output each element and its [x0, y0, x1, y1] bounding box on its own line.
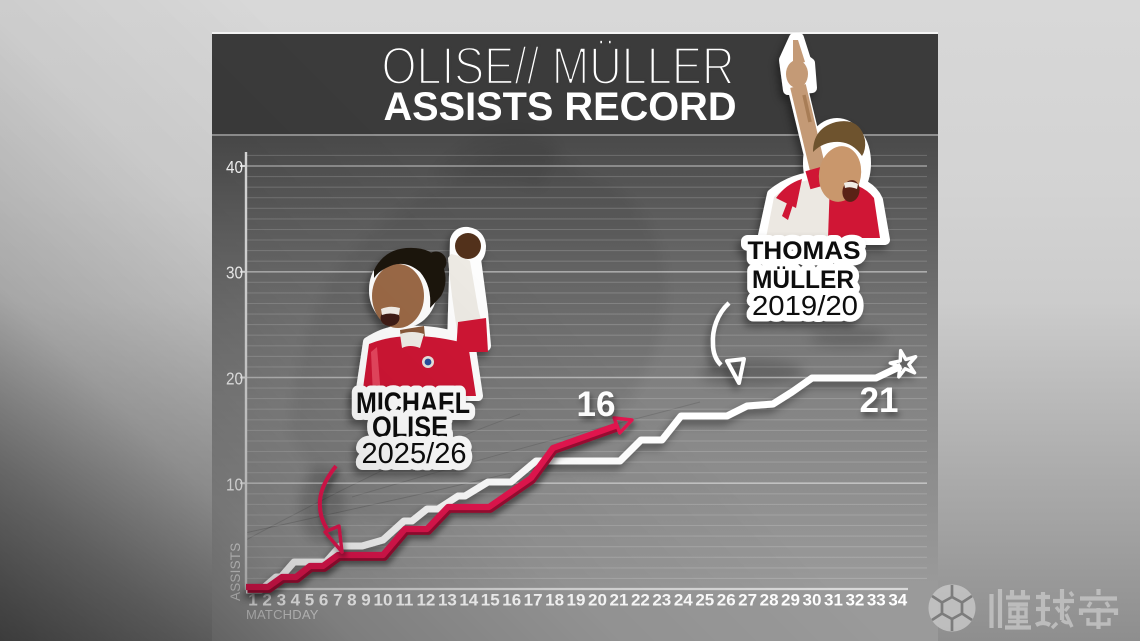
svg-text:7: 7 — [333, 591, 342, 610]
svg-text:20: 20 — [226, 369, 243, 389]
svg-text:13: 13 — [438, 591, 457, 610]
svg-text:10: 10 — [226, 474, 243, 494]
svg-text:30: 30 — [803, 591, 822, 610]
svg-text:26: 26 — [717, 591, 736, 610]
svg-text:11: 11 — [395, 591, 413, 610]
svg-text:32: 32 — [845, 591, 864, 610]
svg-text:22: 22 — [631, 591, 650, 610]
svg-text:12: 12 — [416, 591, 435, 610]
svg-text:19: 19 — [567, 591, 586, 610]
svg-text:24: 24 — [674, 591, 693, 610]
svg-text:28: 28 — [760, 591, 779, 610]
svg-text:9: 9 — [361, 591, 370, 610]
svg-text:23: 23 — [652, 591, 671, 610]
svg-text:33: 33 — [867, 591, 886, 610]
svg-text:THOMAS: THOMAS — [748, 237, 861, 265]
svg-text:10: 10 — [374, 591, 393, 610]
svg-text:21: 21 — [610, 591, 629, 610]
svg-text:18: 18 — [545, 591, 564, 610]
svg-text:14: 14 — [459, 591, 478, 610]
svg-text:29: 29 — [781, 591, 800, 610]
svg-text:ASSISTS: ASSISTS — [228, 543, 243, 601]
svg-text:25: 25 — [695, 591, 714, 610]
svg-text:6: 6 — [319, 591, 328, 610]
svg-text:MATCHDAY: MATCHDAY — [246, 607, 319, 622]
svg-text:21: 21 — [860, 381, 899, 420]
svg-text:40: 40 — [226, 157, 243, 177]
svg-text:30: 30 — [226, 263, 243, 283]
svg-text:2025/26: 2025/26 — [362, 438, 467, 470]
svg-text:15: 15 — [481, 591, 500, 610]
svg-text:17: 17 — [524, 591, 543, 610]
svg-text:8: 8 — [347, 591, 356, 610]
svg-text:ASSISTS RECORD: ASSISTS RECORD — [384, 85, 737, 129]
svg-text:2019/20: 2019/20 — [752, 290, 858, 321]
svg-text:34: 34 — [888, 591, 907, 610]
svg-text:16: 16 — [577, 385, 616, 424]
svg-text:20: 20 — [588, 591, 607, 610]
svg-text:31: 31 — [824, 591, 843, 610]
svg-text:16: 16 — [502, 591, 521, 610]
svg-text:27: 27 — [738, 591, 757, 610]
